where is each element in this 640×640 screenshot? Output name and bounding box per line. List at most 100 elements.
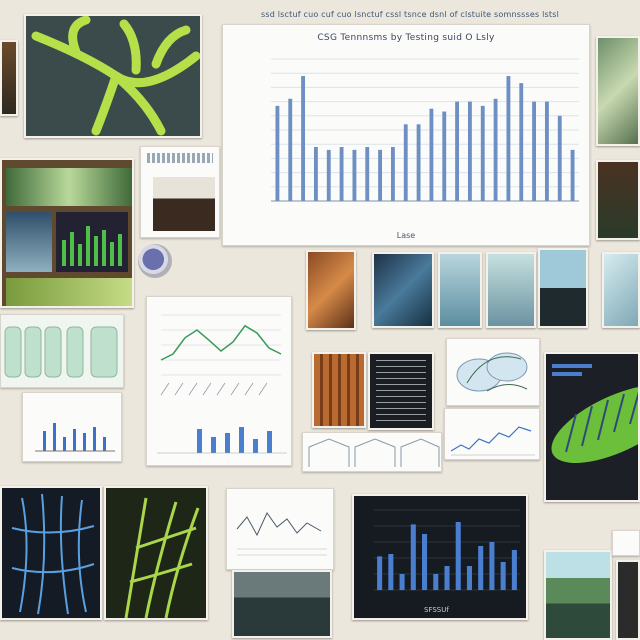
right-photo-top [596, 36, 640, 146]
tick-label [230, 382, 240, 396]
greenhouse-interior-photo [6, 212, 52, 272]
line-chart [160, 314, 282, 396]
bar [506, 76, 511, 201]
main-bar-chart-sheet: CSG Tennnsms by Testing suid O Lsly Lase [222, 24, 590, 246]
bar [557, 115, 562, 201]
collage-header-text: ssd lsctuf cuo cuf cuo lsnctuf cssl tsnc… [260, 10, 560, 19]
tick-label [258, 382, 268, 396]
tick-label [174, 382, 184, 396]
tick-label [160, 382, 170, 396]
data-table-screen [368, 352, 434, 430]
magnifier-object [138, 244, 172, 278]
greenhouse-montage [0, 158, 134, 308]
mini-bar-table [157, 427, 287, 454]
dark-chart-caption: SFSSUf [424, 606, 449, 614]
crop-row-strip [6, 168, 132, 206]
bar [532, 101, 537, 201]
greenhouse-building-photo [232, 570, 332, 638]
trend-graph-svg [450, 426, 535, 456]
small-blue-bars-svg [35, 423, 115, 452]
bar [489, 542, 495, 590]
bar [352, 149, 357, 201]
bar [378, 149, 383, 201]
tick-label [216, 382, 226, 396]
main-chart-xlabel: Lase [396, 231, 416, 240]
plant-bars-svg [62, 226, 122, 266]
right-photo-low [602, 252, 640, 328]
main-chart-title: CSG Tennnsms by Testing suid O Lsly [317, 33, 495, 43]
bar [466, 566, 472, 590]
bar [399, 574, 405, 590]
line-chart-sheet [146, 296, 292, 466]
bar [416, 124, 421, 201]
specimen-jars-panel [0, 314, 124, 388]
table-lines [376, 360, 426, 422]
bar [388, 554, 394, 590]
dark-bar-chart-screen: SFSSUf [352, 494, 528, 620]
greenhouse-sketch-row [302, 432, 442, 472]
trend-graph-sheet [444, 408, 540, 460]
report-plant-photo [153, 177, 215, 231]
bar [478, 546, 484, 590]
small-report-sheet [140, 146, 220, 238]
greenhouse-frame-photo [372, 252, 434, 328]
bar [493, 98, 498, 201]
series-line [160, 324, 282, 361]
bar [455, 522, 461, 590]
main-bar-chart [271, 58, 579, 202]
bar [288, 98, 293, 201]
bar [429, 108, 434, 201]
timber-photo [312, 352, 366, 428]
wave-graph-svg [236, 512, 327, 556]
bar [403, 124, 408, 201]
tick-label [244, 382, 254, 396]
bar [275, 105, 280, 201]
bar [544, 101, 549, 201]
bar [444, 566, 450, 590]
bar [511, 550, 517, 590]
tick-label [202, 382, 212, 396]
bar [301, 76, 306, 201]
edge-sheet-right [612, 530, 640, 556]
plant-cell-sketch [446, 338, 540, 406]
blue-vascular-svg [11, 493, 95, 615]
bar [410, 524, 416, 590]
jars-svg [4, 326, 118, 378]
small-blue-chart-sheet [22, 392, 122, 462]
edge-photo-bottom-right [616, 560, 640, 640]
bar [455, 101, 460, 201]
greenhouse-interior-photo-2 [438, 252, 482, 328]
green-vascular-svg [124, 497, 200, 618]
bar [433, 574, 439, 590]
bar [313, 147, 318, 201]
bar [339, 147, 344, 201]
right-photo-mid [596, 160, 640, 240]
greenhouse-interior-photo-3 [486, 252, 536, 328]
bar [422, 534, 428, 590]
bar [390, 147, 395, 201]
bar [570, 149, 575, 201]
green-vascular-screen [104, 486, 208, 620]
bar [480, 105, 485, 201]
dark-bar-chart [374, 509, 520, 591]
greenhouse-photo-thumb [0, 40, 18, 116]
leaf-vein-artwork [24, 14, 202, 138]
greenhouse-sketch-svg [308, 438, 440, 467]
bar [326, 149, 331, 201]
bar [365, 147, 370, 201]
wave-graph-sheet [226, 488, 334, 570]
greenhouse-dashboard-photo [538, 248, 588, 328]
tick-label [188, 382, 198, 396]
bar [467, 101, 472, 201]
bar [377, 556, 383, 590]
leaf-vein-svg [31, 16, 200, 136]
blue-vascular-screen [0, 486, 102, 620]
bar [519, 83, 524, 201]
wood-structure-photo [306, 250, 356, 330]
cell-sketch-svg [456, 352, 528, 392]
report-text-lines [147, 153, 213, 163]
greenhouse-exterior-photo [544, 550, 612, 640]
green-specimen-screen [544, 352, 640, 502]
specimen-svg [551, 364, 638, 463]
bar [500, 562, 506, 590]
